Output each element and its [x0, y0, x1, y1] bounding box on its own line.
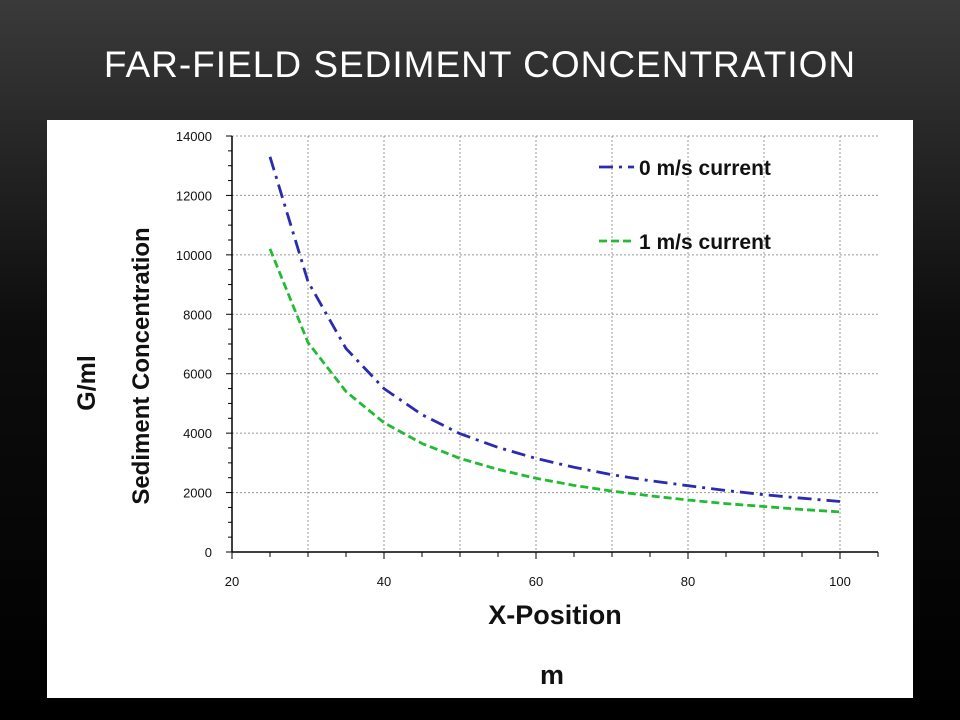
series-layer [268, 156, 841, 514]
y-tick-label: 14000 [176, 129, 212, 144]
series-line-2 [268, 248, 841, 514]
y-tick-label: 2000 [183, 486, 212, 501]
legend-label-1: 0 m/s current [639, 157, 771, 180]
y-tick-label: 12000 [176, 188, 212, 203]
y-tick-label: 6000 [183, 367, 212, 382]
x-tick-label: 60 [529, 574, 543, 589]
x-tick-label: 40 [377, 574, 391, 589]
axis-layer: 0 2000 4000 6000 8000 10000 12000 14000 20 40 60 80… [176, 129, 879, 589]
x-tick-label: 100 [829, 574, 851, 589]
x-tick-label: 20 [225, 574, 239, 589]
legend: 0 m/s current 1 m/s current [599, 157, 771, 254]
y-axis-title: Sediment Concentration [128, 227, 155, 504]
x-axis-unit: m [540, 660, 564, 690]
x-axis-title: X-Position [488, 600, 622, 630]
y-tick-label: 4000 [183, 426, 212, 441]
x-tick-label: 80 [681, 574, 695, 589]
slide-title: Far-Field Sediment Concentration [103, 44, 857, 85]
y-axis-unit: G/ml [73, 355, 101, 411]
chart-panel: 0 2000 4000 6000 8000 10000 12000 14000 20 40 60 80… [47, 120, 913, 698]
y-tick-label: 0 [205, 545, 212, 560]
y-tick-label: 8000 [183, 307, 212, 322]
sediment-line-chart: 0 2000 4000 6000 8000 10000 12000 14000 20 40 60 80… [73, 129, 879, 690]
grid-layer [232, 135, 878, 552]
y-tick-label: 10000 [176, 248, 212, 263]
legend-label-2: 1 m/s current [639, 231, 771, 254]
series-line-1 [268, 156, 841, 503]
